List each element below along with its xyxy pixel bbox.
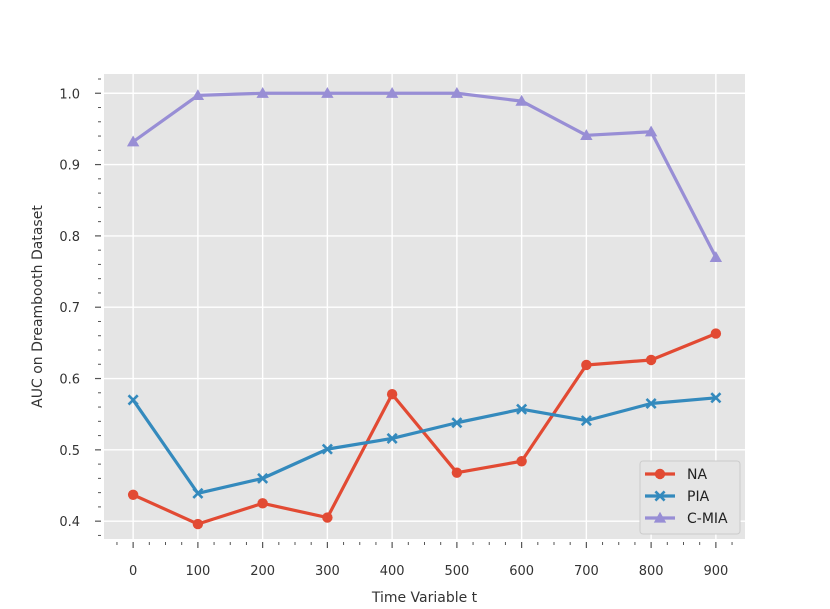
x-stroke: [192, 487, 204, 499]
legend-marker: [654, 468, 666, 480]
y-tick-label: 0.5: [59, 444, 80, 459]
y-tick-label: 1.0: [59, 87, 80, 102]
y-axis-label: AUC on Dreambooth Dataset: [30, 205, 46, 408]
x-stroke: [451, 417, 463, 429]
y-tick-label: 0.8: [59, 230, 80, 245]
data-point-na: [322, 512, 333, 523]
x-tick-label: 500: [444, 564, 469, 579]
data-point-c-mia: [450, 87, 464, 98]
series-na: [127, 328, 722, 530]
data-point-pia: [710, 392, 722, 404]
x-tick-label: 100: [185, 564, 210, 579]
legend-label: NA: [687, 467, 707, 483]
x-tick-label: 600: [509, 564, 534, 579]
data-point-pia: [386, 432, 398, 444]
data-point-na: [645, 354, 657, 366]
x-stroke: [127, 394, 139, 406]
data-point-pia: [516, 403, 528, 415]
data-point-c-mia: [709, 251, 723, 262]
x-stroke: [321, 443, 333, 455]
legend-label: PIA: [687, 489, 710, 505]
y-tick-label: 0.7: [59, 301, 80, 316]
data-point-na: [192, 518, 204, 530]
x-tick-label: 800: [639, 564, 664, 579]
legend-marker: [653, 511, 667, 523]
y-tick-label: 0.4: [59, 515, 80, 530]
legend-box: [639, 460, 741, 535]
legend: NA PIA C-MIA: [639, 460, 741, 535]
x-stroke: [386, 432, 398, 444]
data-point-c-mia: [321, 87, 334, 98]
x-tick-label: 900: [703, 564, 728, 579]
series-line-pia: [131, 396, 717, 495]
data-point-c-mia: [515, 94, 528, 106]
x-tick-label: 200: [250, 564, 275, 579]
series-layer: [126, 87, 723, 530]
data-point-na: [257, 498, 268, 509]
x-tick-label: 700: [574, 564, 599, 579]
legend-label: C-MIA: [687, 511, 728, 527]
legend-marker: [654, 490, 666, 502]
data-point-c-mia: [256, 87, 269, 98]
data-point-na: [581, 359, 592, 371]
data-point-na: [386, 389, 398, 400]
y-tick-label: 0.6: [59, 373, 80, 388]
x-stroke: [516, 403, 528, 415]
data-point-na: [516, 456, 527, 467]
x-stroke: [580, 415, 592, 427]
x-stroke: [654, 490, 666, 502]
legend-item-na: NA: [645, 467, 707, 483]
x-tick-label: 300: [315, 564, 340, 579]
data-point-pia: [645, 397, 657, 410]
data-point-c-mia: [126, 135, 140, 147]
plot-area: [104, 74, 745, 539]
x-stroke: [710, 392, 722, 404]
x-stroke: [645, 397, 657, 410]
data-point-c-mia: [191, 89, 205, 101]
x-stroke: [257, 472, 269, 484]
data-point-c-mia: [385, 87, 399, 98]
data-point-c-mia: [644, 125, 658, 137]
data-point-pia: [127, 394, 139, 406]
data-point-pia: [451, 417, 463, 429]
data-point-na: [451, 467, 463, 478]
data-point-na: [127, 489, 139, 500]
data-point-na: [710, 328, 722, 339]
series-pia: [127, 392, 722, 499]
x-tick-label: 400: [380, 564, 405, 579]
series-line-c-mia: [132, 91, 718, 259]
data-point-pia: [580, 415, 592, 427]
legend-item-c-mia: C-MIA: [645, 511, 728, 527]
axes: 0 100 200 300 400 500 600 700 800 900 0.4 0.5 0.6 0.7…: [59, 78, 733, 579]
data-point-pia: [321, 443, 333, 455]
x-tick-label: 0: [129, 564, 137, 579]
series-c-mia: [126, 87, 723, 262]
data-point-c-mia: [580, 129, 593, 140]
y-tick-label: 0.9: [59, 159, 80, 174]
legend-item-pia: PIA: [645, 489, 710, 505]
x-axis-label: Time Variable t: [371, 590, 478, 606]
series-line-na: [132, 332, 717, 526]
data-point-pia: [192, 487, 204, 499]
data-point-pia: [257, 472, 269, 484]
